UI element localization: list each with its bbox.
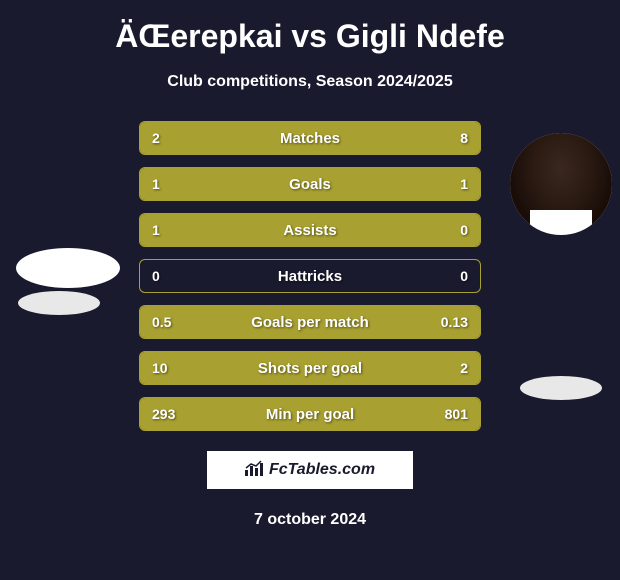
comparison-card: ÄŒerepkai vs Gigli Ndefe Club competitio… [0, 0, 620, 580]
stat-row: 28Matches [139, 121, 481, 155]
stat-label: Hattricks [140, 268, 480, 285]
stat-row: 0.50.13Goals per match [139, 305, 481, 339]
stat-label: Matches [140, 130, 480, 147]
stat-row: 102Shots per goal [139, 351, 481, 385]
brand-logo-text: FcTables.com [269, 461, 375, 479]
stat-row: 11Goals [139, 167, 481, 201]
stat-label: Goals [140, 176, 480, 193]
stat-row: 00Hattricks [139, 259, 481, 293]
stat-row: 293801Min per goal [139, 397, 481, 431]
subtitle: Club competitions, Season 2024/2025 [0, 73, 620, 91]
stat-label: Assists [140, 222, 480, 239]
stat-label: Shots per goal [140, 360, 480, 377]
player-right-avatar [510, 133, 612, 235]
team-badge-right [520, 376, 602, 400]
stats-list: 28Matches 11Goals 10Assists 00Hattricks 0.50… [139, 121, 481, 431]
content-area: 28Matches 11Goals 10Assists 00Hattricks 0.50… [0, 121, 620, 529]
stat-label: Min per goal [140, 406, 480, 423]
stat-label: Goals per match [140, 314, 480, 331]
team-badge-left [18, 291, 100, 315]
player-right-avatar-wrap [510, 133, 612, 235]
stat-row: 10Assists [139, 213, 481, 247]
player-left-placeholder [16, 248, 120, 288]
date-label: 7 october 2024 [0, 511, 620, 529]
page-title: ÄŒerepkai vs Gigli Ndefe [0, 18, 620, 55]
avatar-face-icon [510, 133, 612, 235]
brand-logo: FcTables.com [205, 449, 415, 491]
chart-icon [245, 460, 265, 481]
